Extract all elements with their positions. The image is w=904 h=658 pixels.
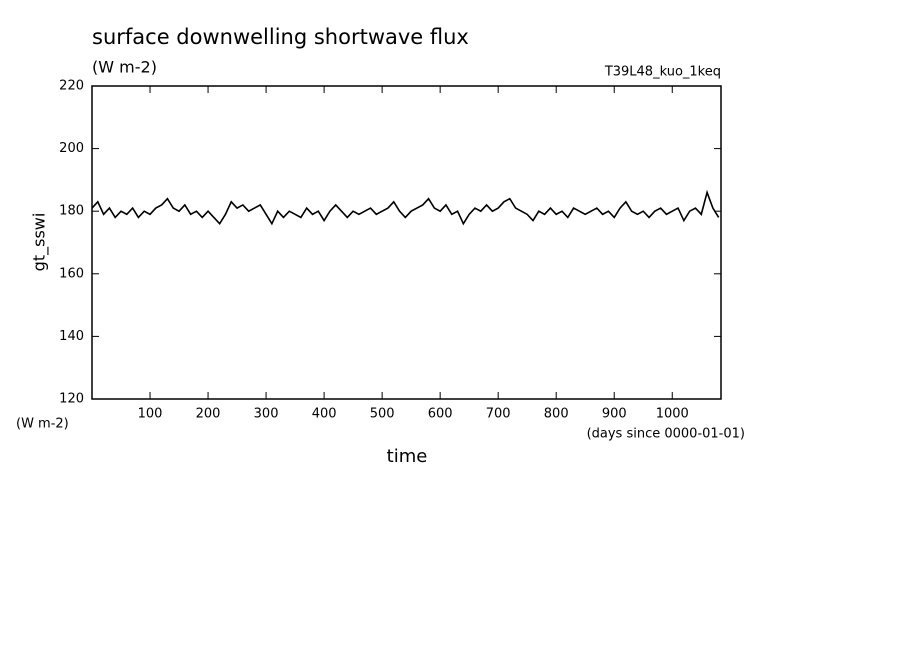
x-tick-label: 300 [254,407,279,422]
chart-title: surface downwelling shortwave flux [92,25,469,49]
y-tick-label: 180 [59,204,84,219]
y-tick-label: 200 [59,141,84,156]
x-axis-label: time [387,446,428,467]
plot-frame [91,85,722,400]
x-unit: (days since 0000-01-01) [587,427,745,442]
subtitle: (W m-2) [92,58,157,77]
y-unit: (W m-2) [16,417,69,432]
x-tick-label: 500 [370,407,395,422]
x-tick-label: 1000 [656,407,689,422]
run-tag: T39L48_kuo_1keq [604,65,721,80]
data-line [91,189,720,226]
x-tick-label: 700 [486,407,511,422]
y-tick-label: 160 [59,266,84,281]
y-tick-label: 140 [59,329,84,344]
y-tick-label: 220 [59,79,84,94]
x-tick-label: 200 [196,407,221,422]
x-tick-label: 100 [138,407,163,422]
x-tick-label: 800 [544,407,569,422]
y-tick-label: 120 [59,392,84,407]
x-tick-label: 600 [428,407,453,422]
x-tick-label: 400 [312,407,337,422]
y-axis-label: gt_sswi [30,213,50,272]
x-tick-label: 900 [602,407,627,422]
